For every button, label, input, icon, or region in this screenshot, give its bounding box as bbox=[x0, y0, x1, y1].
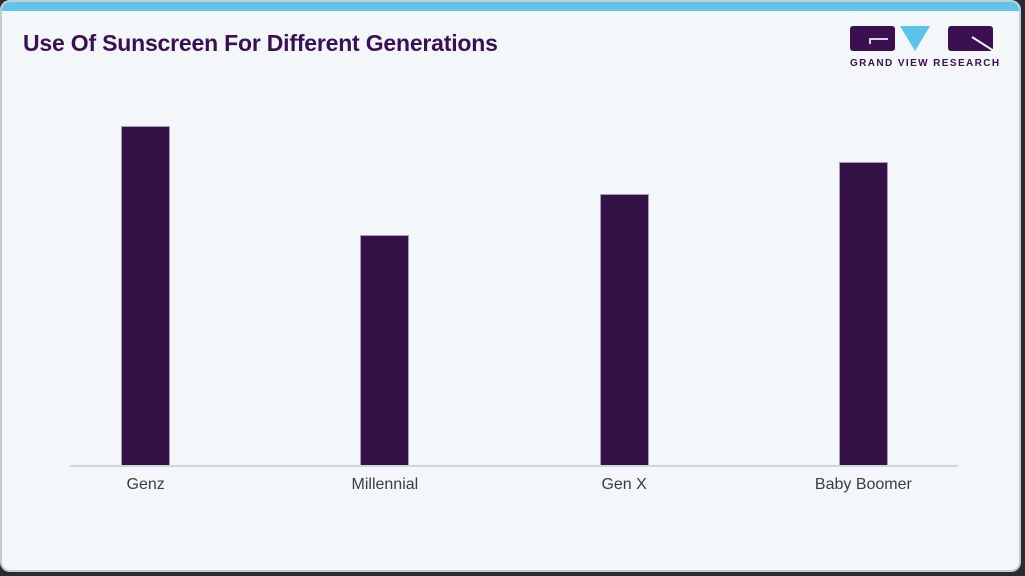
bar-millennial bbox=[360, 235, 410, 466]
bar-baby-boomer bbox=[838, 162, 888, 466]
gvr-logo: GRAND VIEW RESEARCH bbox=[850, 26, 1001, 69]
gvr-logo-text: GRAND VIEW RESEARCH bbox=[850, 58, 1001, 69]
x-axis-label-baby-boomer: Baby Boomer bbox=[814, 476, 912, 493]
x-axis-label-millennial: Millennial bbox=[351, 476, 419, 493]
gvr-logo-icon bbox=[850, 26, 994, 52]
chart-title: Use Of Sunscreen For Different Generatio… bbox=[23, 30, 498, 56]
x-axis-line bbox=[70, 465, 958, 467]
bar-chart bbox=[26, 2, 983, 466]
bar-gen-x bbox=[599, 194, 649, 466]
bar-genz bbox=[121, 126, 171, 466]
top-accent-bar bbox=[2, 2, 1019, 11]
x-axis-label-gen-x: Gen X bbox=[601, 476, 647, 493]
x-axis-labels: Genz Millennial Gen X Baby Boomer bbox=[26, 476, 983, 494]
x-axis-label-genz: Genz bbox=[126, 476, 165, 493]
